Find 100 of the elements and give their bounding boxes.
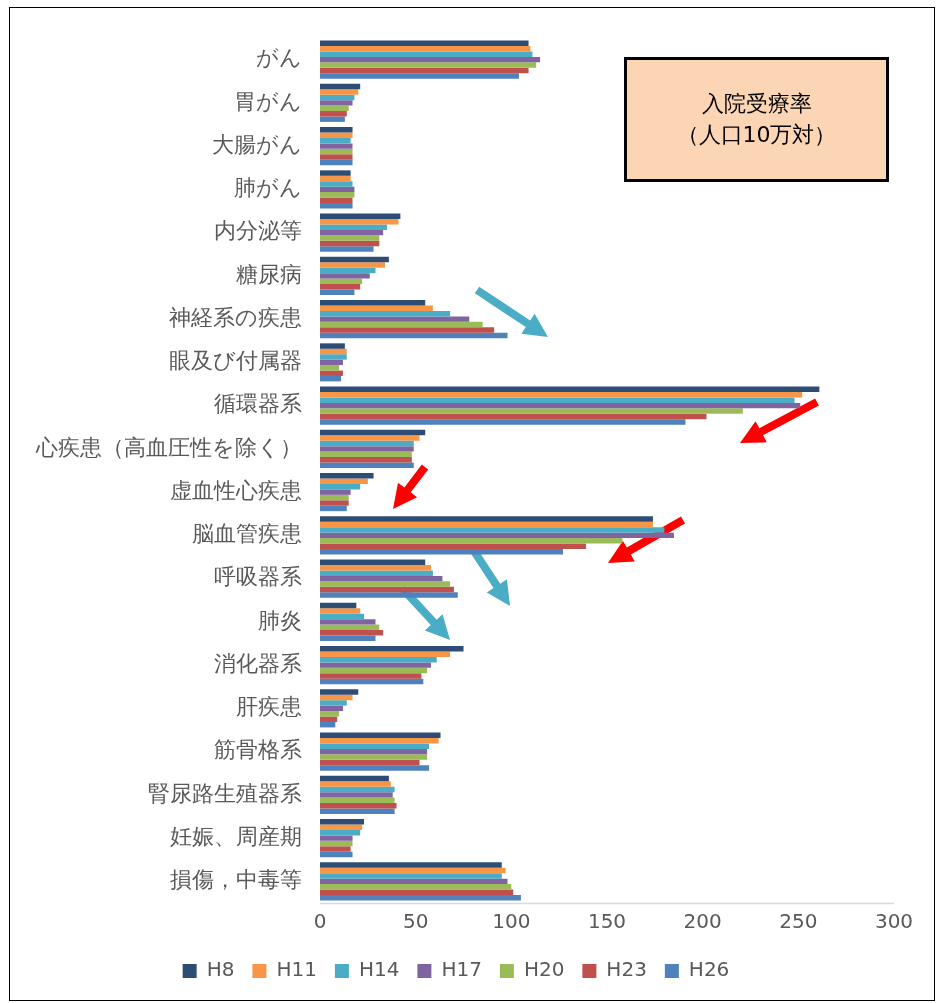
y-tick-label: 消化器系: [214, 650, 302, 676]
bar: [320, 678, 424, 685]
bar: [320, 170, 351, 176]
bar: [320, 246, 374, 252]
bar: [320, 192, 355, 198]
bar: [320, 602, 357, 609]
bar: [320, 543, 586, 549]
bar: [320, 235, 380, 241]
bar: [320, 386, 820, 393]
legend-label: H11: [276, 957, 317, 982]
y-tick-label: 損傷，中毒等: [170, 867, 302, 893]
bar: [320, 792, 393, 798]
bar: [320, 613, 365, 620]
bar: [320, 489, 351, 495]
bar: [320, 716, 338, 722]
bar: [320, 721, 336, 728]
y-tick-label: 脳血管疾患: [192, 521, 302, 547]
bar: [320, 413, 707, 420]
x-tick-label: 150: [587, 909, 627, 934]
bar: [320, 646, 464, 652]
bar: [320, 224, 387, 230]
title-box: 入院受療率 （人口10万対）: [624, 57, 889, 182]
bar: [320, 446, 414, 452]
bar: [320, 521, 653, 528]
bar: [320, 656, 437, 663]
bar: [320, 310, 451, 317]
bar: [320, 516, 653, 522]
bar: [320, 759, 420, 766]
bar: [320, 89, 359, 95]
bar: [320, 240, 380, 247]
bar: [320, 332, 508, 339]
x-tick-label: 50: [402, 909, 429, 934]
bar: [320, 327, 495, 333]
legend-label: H23: [606, 957, 647, 982]
bar: [320, 581, 451, 587]
bar: [320, 316, 470, 322]
bar: [320, 694, 353, 701]
bar: [320, 781, 391, 787]
bar: [320, 359, 343, 366]
bar: [320, 213, 401, 220]
bar: [320, 143, 353, 149]
legend-label: H20: [523, 957, 565, 982]
bar: [320, 181, 353, 187]
bar: [320, 775, 389, 782]
bar: [320, 819, 365, 825]
bar: [320, 851, 353, 858]
bar: [320, 397, 795, 403]
y-tick-label: 肺炎: [258, 607, 302, 633]
bar: [320, 884, 512, 890]
bar: [320, 483, 361, 490]
y-tick-label: 眼及び付属器: [169, 348, 302, 374]
bar: [320, 321, 483, 328]
bar: [320, 429, 426, 436]
legend-label: H17: [441, 957, 482, 982]
x-tick-label: 0: [313, 909, 327, 934]
bar: [320, 889, 514, 895]
bar: [320, 505, 347, 512]
bar: [320, 651, 451, 657]
legend-label: H14: [358, 957, 400, 982]
bar: [320, 559, 426, 566]
y-tick-label: 筋骨格系: [214, 737, 302, 763]
bar: [320, 67, 529, 74]
bar: [320, 840, 353, 847]
bar: [320, 132, 353, 138]
bar: [320, 829, 361, 836]
x-tick-label: 300: [874, 909, 914, 934]
bar: [320, 127, 353, 133]
y-tick-label: 糖尿病: [236, 261, 302, 287]
y-tick-label: 神経系の疾患: [169, 304, 302, 330]
bar: [320, 630, 384, 636]
bar: [320, 673, 422, 679]
bar: [320, 689, 359, 695]
bar: [320, 267, 376, 274]
bar: [320, 354, 347, 360]
x-tick-label: 100: [492, 909, 531, 934]
x-tick-label: 250: [779, 909, 818, 934]
bar: [320, 186, 355, 193]
bar: [320, 111, 347, 117]
legend-label: H26: [688, 957, 730, 982]
bar: [320, 46, 531, 52]
bar: [320, 846, 351, 852]
bar: [320, 402, 801, 409]
bar: [320, 462, 414, 468]
bar: [320, 154, 353, 160]
y-tick-label: 腎尿路生殖器系: [148, 780, 302, 806]
bar: [320, 305, 433, 311]
bar: [320, 786, 395, 793]
bar: [320, 94, 355, 101]
bar: [320, 532, 674, 539]
bar: [320, 375, 342, 382]
bar: [320, 732, 441, 739]
y-tick-label: 虚血性心疾患: [170, 477, 302, 503]
bar: [320, 343, 345, 349]
bar: [320, 748, 428, 755]
bar: [320, 73, 519, 79]
bar: [320, 289, 355, 295]
bar: [320, 473, 374, 479]
bar: [320, 592, 458, 598]
bar: [320, 894, 521, 901]
bar: [320, 548, 563, 555]
